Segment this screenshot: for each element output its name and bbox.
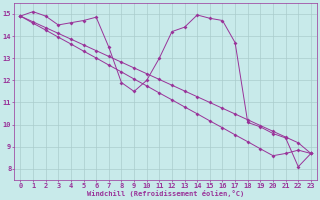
X-axis label: Windchill (Refroidissement éolien,°C): Windchill (Refroidissement éolien,°C) bbox=[87, 190, 244, 197]
